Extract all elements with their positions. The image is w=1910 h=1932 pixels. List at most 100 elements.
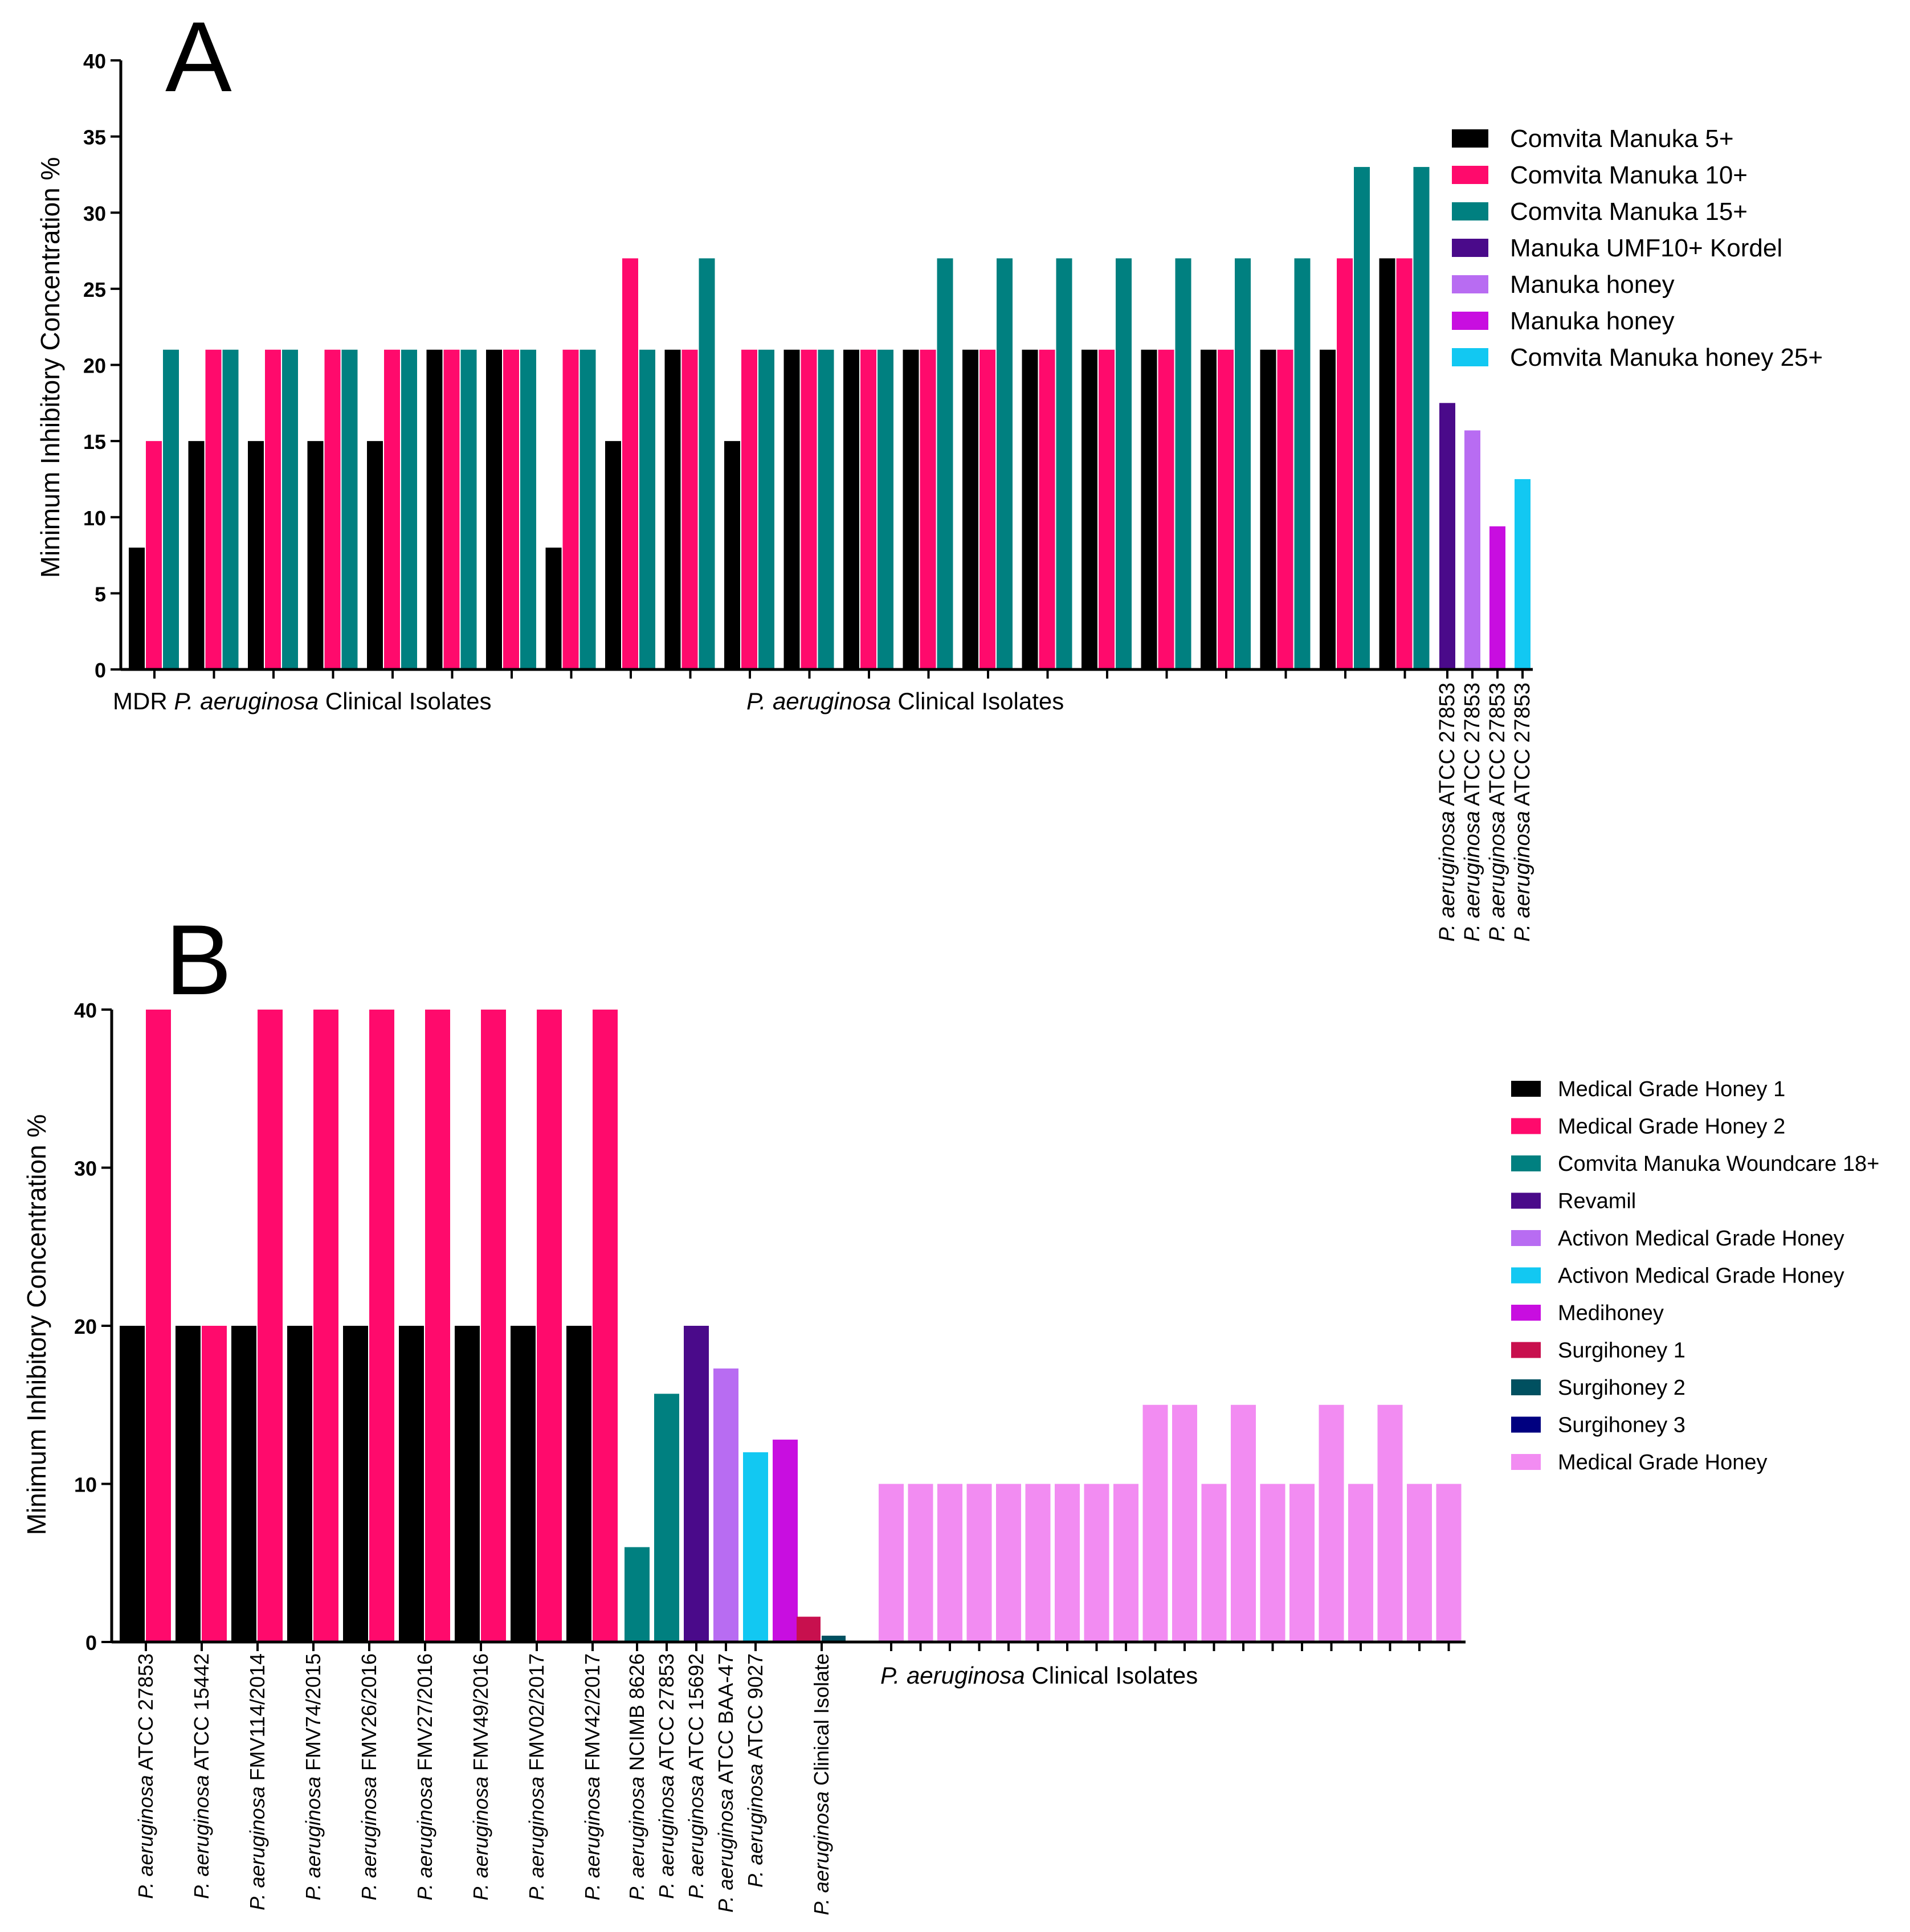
panel-b-bar xyxy=(1260,1484,1285,1642)
panel-a-bar xyxy=(1354,167,1370,669)
panel-a-legend-label: Comvita Manuka 10+ xyxy=(1510,161,1748,189)
panel-a-y-tick-label: 15 xyxy=(83,430,106,454)
panel-b-bar xyxy=(1201,1484,1227,1642)
panel-b-legend-swatch xyxy=(1511,1379,1541,1395)
panel-a-bar xyxy=(1116,258,1132,669)
panel-a-bar xyxy=(699,258,715,669)
panel-b: B Minimum Inhibitory Concentration % 0 10… xyxy=(22,905,1879,1915)
panel-a-bar xyxy=(503,349,519,669)
panel-b-x-tick-label: P. aeruginosa NCIMB 8626 xyxy=(625,1653,648,1901)
panel-b-bars xyxy=(120,1010,1462,1642)
panel-a-y-tick-label: 10 xyxy=(83,507,106,530)
panel-a-bar xyxy=(1464,430,1480,669)
panel-a-bar xyxy=(783,349,800,669)
panel-a-bar xyxy=(222,349,239,669)
panel-b-bar xyxy=(1436,1484,1462,1642)
panel-b-x-tick-label: P. aeruginosa ATCC BAA-47 xyxy=(714,1653,737,1913)
panel-b-legend-label: Medihoney xyxy=(1558,1301,1664,1325)
panel-a-legend-swatch xyxy=(1452,312,1488,330)
panel-a-legend-swatch xyxy=(1452,129,1488,148)
panel-b-y-tick-label: 0 xyxy=(85,1631,97,1655)
panel-a-bar xyxy=(920,349,936,669)
panel-a-bar xyxy=(1413,167,1430,669)
panel-b-bar xyxy=(625,1547,650,1642)
panel-b-bar xyxy=(120,1326,145,1642)
panel-b-bar xyxy=(566,1326,591,1642)
panel-a-label: A xyxy=(165,2,232,113)
panel-b-bar xyxy=(1289,1484,1315,1642)
panel-a-bar xyxy=(1039,349,1055,669)
panel-a-bar xyxy=(1141,349,1157,669)
panel-a-x-tick-label: P. aeruginosa ATCC 27853 xyxy=(1511,683,1534,942)
panel-b-x-tick-label: P. aeruginosa FMV27/2016 xyxy=(413,1653,436,1901)
panel-a-bar xyxy=(1396,258,1413,669)
panel-b-legend-label: Revamil xyxy=(1558,1190,1636,1214)
panel-b-x-tick-label: P. aeruginosa FMV114/2014 xyxy=(246,1653,269,1910)
panel-b-bar xyxy=(743,1452,768,1642)
panel-b-x-tick-label: P. aeruginosa ATCC 9027 xyxy=(744,1653,767,1888)
panel-a-y-axis-label: Minimum Inhibitory Concentration % xyxy=(35,157,65,578)
panel-b-legend-label: Activon Medical Grade Honey xyxy=(1558,1264,1844,1288)
panel-a-bar xyxy=(205,349,222,669)
panel-a-bar xyxy=(997,258,1013,669)
panel-b-y-tick-label: 10 xyxy=(74,1473,97,1497)
panel-b-legend-label: Comvita Manuka Woundcare 18+ xyxy=(1558,1152,1879,1176)
panel-a-bar xyxy=(545,548,562,669)
panel-b-bar xyxy=(176,1326,201,1642)
panel-a-bar xyxy=(248,441,264,669)
panel-b-bar xyxy=(684,1326,709,1642)
panel-a-bar xyxy=(622,258,638,669)
panel-b-bar xyxy=(1113,1484,1138,1642)
panel-b-bar xyxy=(937,1484,962,1642)
panel-b-bar xyxy=(258,1010,283,1642)
panel-a-bar xyxy=(341,349,358,669)
panel-b-x-labels: P. aeruginosa Clinical Isolates P. aerug… xyxy=(134,1653,1198,1915)
panel-a-bar xyxy=(520,349,536,669)
panel-b-legend-label: Medical Grade Honey xyxy=(1558,1451,1768,1474)
panel-a-legend-swatch xyxy=(1452,348,1488,366)
panel-b-y-tick-label: 40 xyxy=(74,999,97,1022)
panel-a-bar xyxy=(758,349,774,669)
panel-b-bar xyxy=(1055,1484,1080,1642)
panel-a-bar xyxy=(1201,349,1217,669)
panel-b-legend-swatch xyxy=(1511,1192,1541,1209)
panel-a-bar xyxy=(324,349,341,669)
panel-b-group-label-clinical: P. aeruginosa Clinical Isolates xyxy=(880,1662,1198,1689)
panel-a-bar xyxy=(664,349,681,669)
panel-b-bar xyxy=(908,1484,933,1642)
panel-a-x-labels: MDR P. aeruginosa Clinical Isolates P. a… xyxy=(113,683,1534,942)
panel-a-legend-label: Comvita Manuka 15+ xyxy=(1510,198,1748,226)
panel-a-bar xyxy=(282,349,298,669)
panel-a-legend-label: Manuka honey xyxy=(1510,271,1675,299)
panel-b-bar xyxy=(654,1394,679,1642)
panel-b-bar xyxy=(1025,1484,1051,1642)
panel-b-bar xyxy=(1231,1404,1256,1642)
panel-a: A Minimum Inhibitory Concentration % 0 5 1… xyxy=(35,2,1823,942)
panel-a-bar xyxy=(384,349,400,669)
panel-b-x-tick-label: P. aeruginosa ATCC 15692 xyxy=(684,1653,708,1899)
panel-a-bar xyxy=(307,441,324,669)
panel-b-bar xyxy=(713,1368,738,1642)
panel-b-legend-label: Surgihoney 1 xyxy=(1558,1339,1685,1363)
panel-a-y-tick-label: 40 xyxy=(83,50,106,73)
panel-a-bar xyxy=(741,349,757,669)
panel-b-x-tick-label: P. aeruginosa ATCC 27853 xyxy=(134,1653,157,1899)
panel-b-legend-swatch xyxy=(1511,1267,1541,1284)
panel-b-bar xyxy=(455,1326,480,1642)
panel-b-legend-swatch xyxy=(1511,1081,1541,1097)
panel-b-bar xyxy=(287,1326,312,1642)
panel-a-legend-label: Comvita Manuka honey 25+ xyxy=(1510,344,1823,371)
panel-a-bar xyxy=(843,349,859,669)
panel-a-y-tick-label: 25 xyxy=(83,278,106,301)
panel-a-legend: Comvita Manuka 5+ Comvita Manuka 10+ Comvi… xyxy=(1452,125,1823,371)
panel-a-bar xyxy=(1081,349,1097,669)
panel-a-group-label-clinical: P. aeruginosa Clinical Isolates xyxy=(746,688,1064,714)
panel-a-legend-swatch xyxy=(1452,166,1488,184)
panel-a-bar xyxy=(1379,258,1395,669)
panel-a-bar xyxy=(724,441,740,669)
panel-a-bar xyxy=(605,441,621,669)
panel-a-bar xyxy=(1439,403,1455,669)
panel-a-x-tick-label: P. aeruginosa ATCC 27853 xyxy=(1485,683,1509,942)
panel-b-bar xyxy=(1377,1404,1403,1642)
